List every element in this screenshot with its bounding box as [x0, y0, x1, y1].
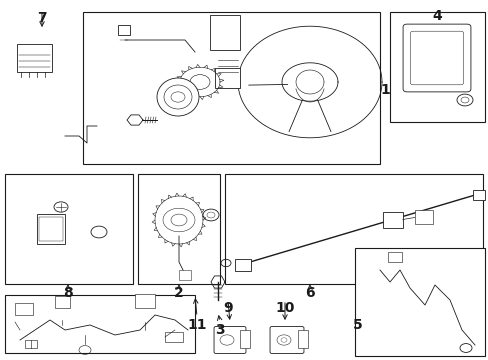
Bar	[55, 296, 70, 308]
FancyBboxPatch shape	[402, 24, 470, 92]
FancyBboxPatch shape	[269, 327, 304, 354]
Text: 5: 5	[352, 318, 362, 332]
Bar	[387, 252, 401, 262]
Text: 9: 9	[223, 301, 232, 315]
FancyBboxPatch shape	[214, 327, 245, 354]
Bar	[118, 25, 130, 35]
Bar	[224, 174, 482, 284]
Bar	[25, 340, 37, 348]
Bar	[235, 259, 250, 271]
FancyBboxPatch shape	[410, 31, 463, 85]
Bar	[37, 214, 65, 244]
Bar	[5, 295, 195, 353]
Bar	[5, 174, 133, 284]
Ellipse shape	[157, 78, 199, 116]
Bar	[472, 190, 484, 200]
Bar	[215, 68, 240, 88]
Bar	[135, 294, 155, 308]
Text: 1: 1	[379, 83, 389, 97]
Bar	[382, 211, 402, 228]
Text: 10: 10	[275, 301, 294, 315]
Text: 2: 2	[174, 286, 183, 300]
Bar	[164, 332, 183, 342]
Ellipse shape	[163, 85, 192, 109]
Bar	[18, 44, 52, 72]
Bar	[240, 330, 249, 348]
Text: 4: 4	[431, 9, 441, 23]
Bar	[297, 330, 307, 348]
Text: 11: 11	[187, 318, 206, 332]
Bar	[138, 174, 220, 284]
Text: 6: 6	[305, 286, 314, 300]
Bar	[209, 15, 240, 50]
Text: 3: 3	[215, 323, 224, 337]
Bar	[39, 217, 63, 241]
Bar	[414, 210, 432, 224]
Text: 7: 7	[37, 11, 47, 25]
Bar	[389, 12, 484, 122]
Bar	[83, 12, 379, 164]
Bar	[354, 248, 484, 356]
Text: 8: 8	[63, 286, 73, 300]
Bar	[179, 270, 191, 280]
Bar	[15, 303, 33, 315]
